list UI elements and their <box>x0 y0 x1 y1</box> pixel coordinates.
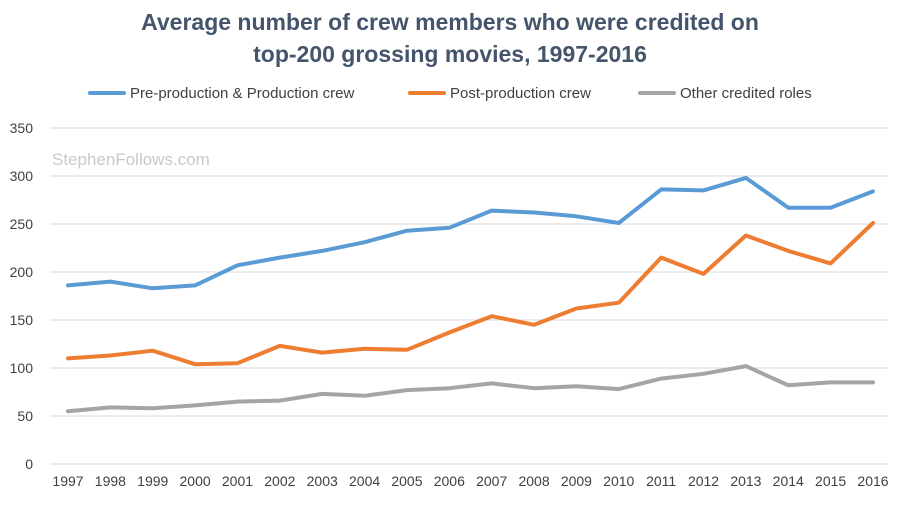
y-tick-label: 50 <box>17 408 33 424</box>
legend-label-3: Other credited roles <box>680 85 812 102</box>
chart-title-line-2: top-200 grossing movies, 1997-2016 <box>253 41 647 67</box>
x-tick-label: 2007 <box>476 473 507 489</box>
x-tick-label: 2015 <box>815 473 846 489</box>
y-tick-label: 200 <box>10 264 34 280</box>
grid-lines <box>50 127 888 465</box>
x-tick-label: 1998 <box>95 473 126 489</box>
x-tick-label: 1997 <box>52 473 83 489</box>
series-line-2 <box>66 221 875 367</box>
x-tick-label: 2001 <box>222 473 253 489</box>
y-tick-label: 350 <box>10 120 34 136</box>
chart-legend: Pre-production & Production crew Post-pro… <box>88 85 812 102</box>
legend-label-2: Post-production crew <box>450 85 591 102</box>
x-tick-label: 2003 <box>307 473 338 489</box>
y-tick-label: 250 <box>10 216 34 232</box>
y-tick-label: 150 <box>10 312 34 328</box>
y-axis-tick-labels: 0 50 100 150 200 250 300 350 <box>10 120 34 472</box>
y-tick-label: 0 <box>25 456 33 472</box>
x-axis-tick-labels: 1997 1998 1999 2000 2001 2002 2003 2004 2005 2006… <box>52 473 888 489</box>
x-tick-label: 2011 <box>646 473 676 489</box>
x-tick-label: 2005 <box>391 473 422 489</box>
x-tick-label: 2008 <box>518 473 549 489</box>
series-line-3 <box>66 364 875 414</box>
series-line-1 <box>66 175 875 291</box>
x-tick-label: 2013 <box>730 473 761 489</box>
x-tick-label: 2004 <box>349 473 380 489</box>
x-tick-label: 2012 <box>688 473 719 489</box>
x-tick-label: 1999 <box>137 473 168 489</box>
legend-label-1: Pre-production & Production crew <box>130 85 354 102</box>
y-tick-label: 100 <box>10 360 34 376</box>
x-tick-label: 2016 <box>857 473 888 489</box>
y-tick-label: 300 <box>10 168 34 184</box>
x-tick-label: 2002 <box>264 473 295 489</box>
x-tick-label: 2010 <box>603 473 634 489</box>
x-tick-label: 2006 <box>434 473 465 489</box>
x-tick-label: 2014 <box>773 473 804 489</box>
series-lines <box>66 175 875 414</box>
x-tick-label: 2000 <box>180 473 211 489</box>
watermark: StephenFollows.com <box>52 150 210 169</box>
x-tick-label: 2009 <box>561 473 592 489</box>
chart-title-line-1: Average number of crew members who were … <box>141 9 759 35</box>
